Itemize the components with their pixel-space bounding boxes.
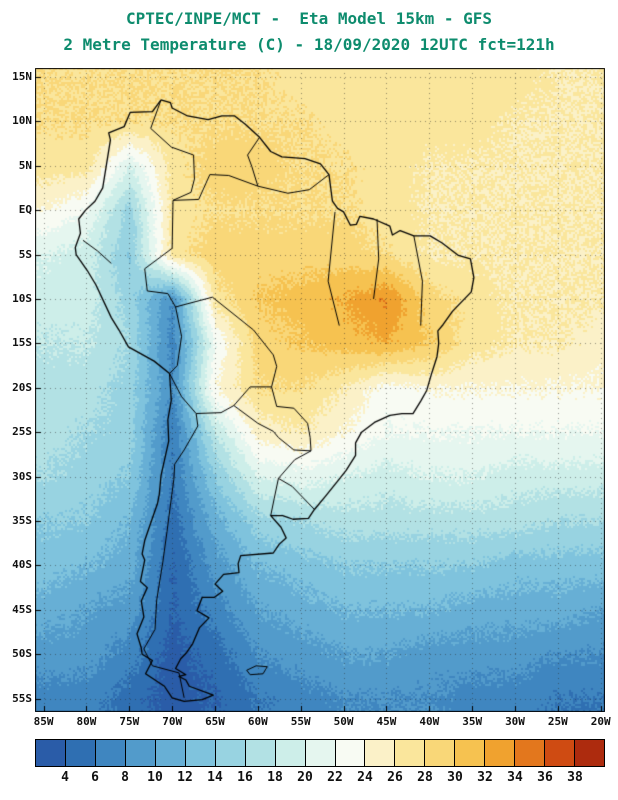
colorbar-segment (65, 740, 96, 766)
colorbar-segment (245, 740, 276, 766)
lon-tick-label: 80W (76, 715, 97, 728)
colorbar-tick-label: 4 (61, 770, 69, 785)
lon-tick-label: 60W (247, 715, 268, 728)
lon-tick-label: 25W (547, 715, 568, 728)
colorbar-tick-label: 26 (387, 770, 403, 785)
colorbar-segment (395, 740, 426, 766)
lon-tick-label: 50W (333, 715, 354, 728)
colorbar-segment (365, 740, 396, 766)
colorbar-tick-label: 22 (327, 770, 343, 785)
colorbar-tick-label: 30 (447, 770, 463, 785)
lat-tick-label: 55S (12, 691, 32, 705)
temperature-field-canvas (35, 68, 605, 712)
colorbar-tick-label: 16 (237, 770, 253, 785)
colorbar-segment (125, 740, 156, 766)
colorbar-tick-label: 38 (567, 770, 583, 785)
colorbar-tick-label: 24 (357, 770, 373, 785)
lat-tick-label: 5S (18, 247, 32, 261)
lon-tick-label: 65W (205, 715, 225, 728)
lon-tick-label: 20W (590, 715, 611, 728)
temperature-colorbar (35, 739, 605, 767)
lat-tick-label: 20S (12, 380, 32, 394)
colorbar-segment (275, 740, 306, 766)
colorbar-segment (545, 740, 576, 766)
lat-tick-label: 35S (12, 514, 32, 528)
lon-tick-label: 45W (376, 715, 397, 728)
lat-tick-label: 5N (18, 158, 32, 172)
colorbar-tick-label: 18 (267, 770, 283, 785)
colorbar-segment (36, 740, 66, 766)
lat-tick-label: 45S (12, 602, 32, 616)
colorbar-tick-label: 14 (207, 770, 223, 785)
lat-tick-label: 15S (12, 336, 32, 350)
title-block: CPTEC/INPE/MCT - Eta Model 15km - GFS 2 … (0, 6, 618, 58)
colorbar-tick-label: 28 (417, 770, 433, 785)
colorbar-segment (215, 740, 246, 766)
colorbar-segment (485, 740, 516, 766)
colorbar-segment (455, 740, 486, 766)
lat-tick-label: 10S (12, 291, 32, 305)
lon-tick-label: 40W (419, 715, 440, 728)
colorbar-segment (95, 740, 126, 766)
colorbar-segment (425, 740, 456, 766)
lon-tick-label: 75W (119, 715, 140, 728)
colorbar-segment (305, 740, 336, 766)
lat-tick-label: 15N (12, 69, 32, 83)
lat-tick-label: 25S (12, 425, 32, 439)
colorbar-segment (155, 740, 186, 766)
colorbar-tick-label: 36 (537, 770, 553, 785)
colorbar-scale-labels: 4 6 8 10 12 14 16 18 20 22 24 26 28 30 32 34 36 38 (35, 770, 605, 786)
lon-tick-label: 70W (162, 715, 183, 728)
lat-tick-label: 50S (12, 647, 32, 661)
lon-tick-label: 85W (33, 715, 54, 728)
lon-tick-label: 55W (290, 715, 311, 728)
lat-tick-label: EQ (18, 203, 32, 217)
colorbar-tick-label: 20 (297, 770, 313, 785)
colorbar-segment (575, 740, 605, 766)
lon-tick-label: 30W (505, 715, 525, 728)
colorbar-tick-label: 10 (147, 770, 163, 785)
colorbar-segment (335, 740, 366, 766)
colorbar-tick-label: 6 (91, 770, 99, 785)
lon-tick-label: 35W (462, 715, 483, 728)
colorbar-tick-label: 12 (177, 770, 193, 785)
colorbar-segment (515, 740, 546, 766)
lat-tick-label: 30S (12, 469, 32, 483)
lat-tick-label: 10N (12, 114, 32, 128)
title-model-line: CPTEC/INPE/MCT - Eta Model 15km - GFS (125, 9, 493, 28)
title-variable-line: 2 Metre Temperature (C) - 18/09/2020 12U… (63, 35, 555, 54)
colorbar-tick-label: 32 (477, 770, 493, 785)
colorbar-tick-label: 34 (507, 770, 523, 785)
lat-tick-label: 40S (12, 558, 32, 572)
colorbar-segment (185, 740, 216, 766)
colorbar-tick-label: 8 (121, 770, 129, 785)
